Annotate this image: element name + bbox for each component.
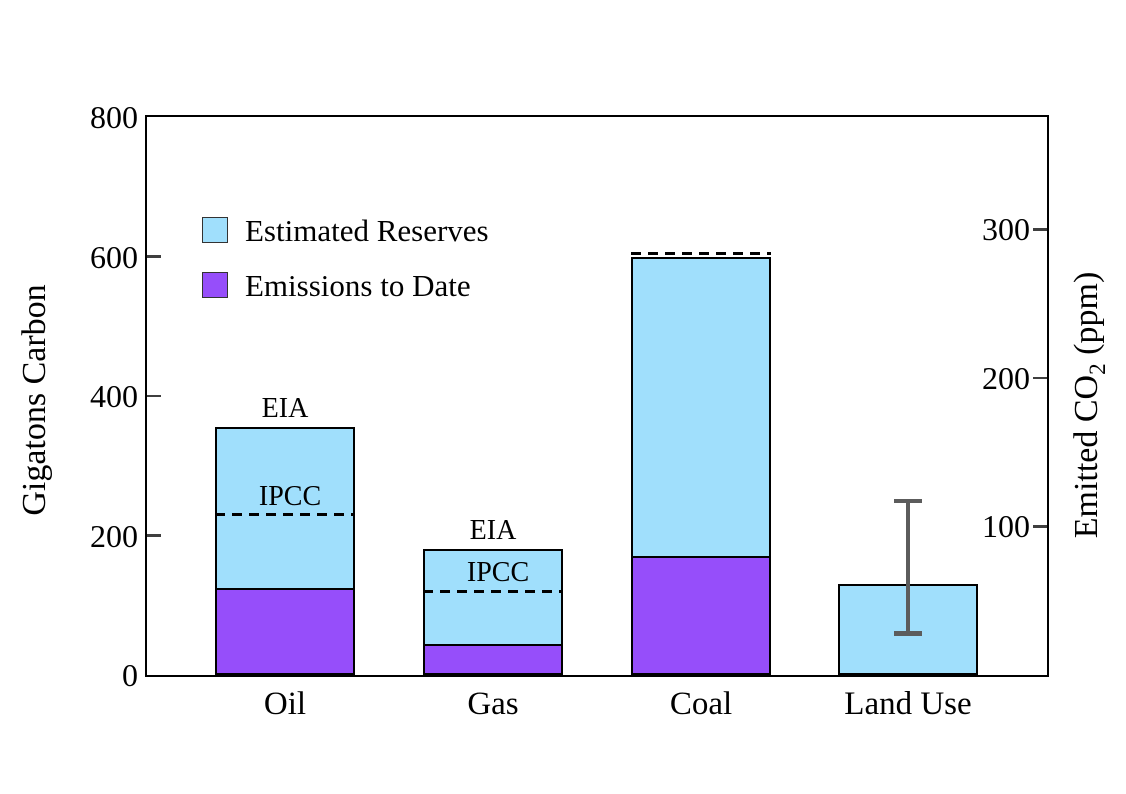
y-tick-left-200 — [147, 534, 161, 537]
right-axis-title-pre: Emitted CO — [1068, 374, 1106, 539]
y-tick-label-left-800: 800 — [90, 99, 138, 135]
ipcc-line-coal — [631, 251, 771, 255]
right-axis-title: Emitted CO2 (ppm) — [1068, 271, 1111, 539]
y-tick-right-100 — [1033, 525, 1047, 528]
y-tick-left-400 — [147, 394, 161, 398]
ipcc-line-oil — [215, 513, 355, 517]
y-tick-label-right-300: 300 — [982, 211, 1030, 248]
reserves-swatch-icon — [202, 217, 228, 243]
y-tick-right-200 — [1033, 376, 1047, 380]
x-tick-label-oil: Oil — [263, 686, 307, 722]
error-bar-land-use-cap-top — [894, 498, 922, 504]
ipcc-label-gas: IPCC — [466, 557, 530, 589]
legend: Estimated Reserves Emissions to Date — [202, 211, 489, 321]
ipcc-line-gas — [423, 589, 563, 593]
legend-label-emissions-to-date: Emissions to Date — [245, 267, 471, 303]
eia-label-oil: EIA — [261, 393, 309, 425]
eia-label-gas: EIA — [469, 515, 517, 547]
plot-area: EIA IPCC EIA IPCC — [147, 117, 1047, 675]
y-tick-label-left-0: 0 — [122, 657, 138, 693]
y-tick-label-left-600: 600 — [90, 238, 138, 275]
x-tick-label-coal: Coal — [669, 686, 733, 722]
x-tick-label-gas: Gas — [467, 686, 519, 722]
ipcc-label-oil: IPCC — [258, 480, 322, 512]
x-tick-label-land-use: Land Use — [844, 686, 972, 722]
y-tick-right-300 — [1033, 228, 1047, 231]
emissions-swatch-icon — [202, 272, 228, 298]
y-tick-left-600 — [147, 255, 161, 258]
bar-gas-emissions — [423, 643, 563, 675]
error-bar-land-use-cap-bottom — [894, 631, 922, 636]
bar-oil-emissions — [215, 587, 355, 675]
legend-label-estimated-reserves: Estimated Reserves — [245, 212, 489, 248]
y-tick-label-left-200: 200 — [90, 517, 138, 554]
y-tick-label-right-100: 100 — [982, 508, 1030, 545]
plot-frame — [145, 115, 1049, 677]
right-axis-title-sub: 2 — [1084, 363, 1111, 375]
legend-item-emissions-to-date: Emissions to Date — [202, 266, 489, 304]
right-axis-title-post: (ppm) — [1068, 271, 1106, 364]
bar-coal-emissions — [631, 556, 771, 675]
error-bar-land-use-line — [905, 500, 911, 634]
legend-item-estimated-reserves: Estimated Reserves — [202, 211, 489, 249]
y-tick-label-right-200: 200 — [982, 359, 1030, 396]
y-tick-label-left-400: 400 — [90, 378, 138, 414]
